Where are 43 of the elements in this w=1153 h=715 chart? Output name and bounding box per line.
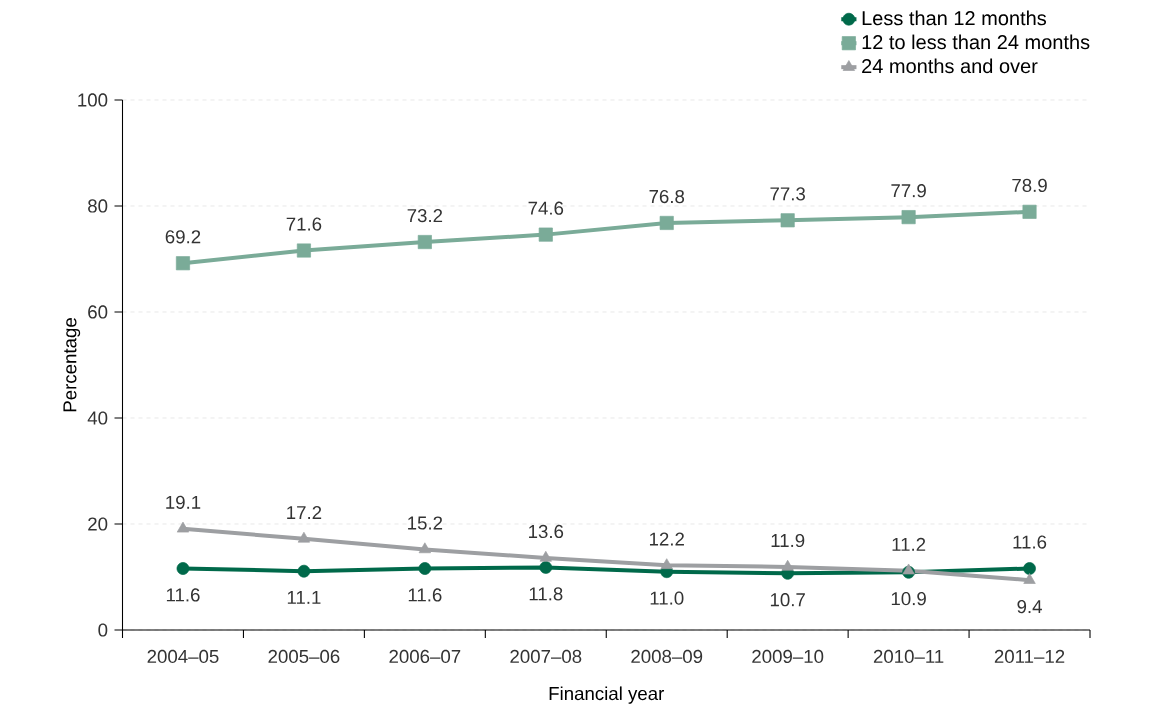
y-tick-label: 60 (88, 305, 108, 319)
data-label: 15.2 (408, 516, 443, 530)
data-label: 11.9 (771, 533, 805, 548)
legend-label: 24 months and over (862, 58, 1038, 74)
x-tick-label: 2009–10 (752, 649, 824, 664)
x-tick-label: 2011–12 (994, 649, 1065, 664)
x-tick-label: 2010–11 (873, 649, 944, 664)
x-tick-label: 2008–09 (631, 649, 703, 664)
data-label: 11.6 (1013, 535, 1047, 549)
data-label: 11.8 (529, 587, 563, 601)
x-tick-label: 2006–07 (389, 649, 461, 664)
data-label: 9.4 (1017, 599, 1042, 614)
x-tick-label: 2004–05 (147, 649, 219, 664)
data-label: 78.9 (1012, 178, 1047, 193)
data-label: 74.6 (528, 201, 564, 215)
legend-label: Less than 12 months (862, 10, 1047, 26)
data-label: 73.2 (407, 208, 443, 223)
data-label: 69.2 (165, 230, 201, 244)
data-label: 77.3 (770, 187, 805, 201)
data-label: 76.8 (649, 189, 685, 204)
data-label: 11.6 (166, 588, 200, 602)
y-tick-label: 100 (78, 93, 108, 107)
data-label: 11.6 (408, 588, 442, 602)
data-label: 12.2 (649, 532, 684, 546)
data-label: 11.1 (287, 590, 321, 604)
data-label: 13.6 (529, 524, 564, 539)
y-tick-label: 20 (88, 517, 108, 531)
legend-label: 12 to less than 24 months (862, 34, 1090, 50)
data-label: 10.9 (891, 592, 926, 606)
y-tick-label: 80 (88, 199, 108, 213)
x-axis-title: Financial year (549, 686, 665, 704)
y-tick-label: 0 (98, 623, 108, 637)
y-axis-title: Percentage (63, 318, 81, 412)
data-label: 77.9 (891, 184, 926, 198)
data-label: 19.1 (166, 495, 201, 509)
data-label: 71.6 (286, 217, 322, 231)
data-label: 10.7 (770, 593, 805, 607)
x-tick-label: 2007–08 (510, 649, 582, 664)
data-label: 11.0 (650, 591, 684, 605)
data-label: 11.2 (892, 537, 926, 551)
data-label: 17.2 (287, 505, 322, 520)
y-tick-label: 40 (87, 411, 108, 425)
x-tick-label: 2005–06 (268, 649, 340, 664)
